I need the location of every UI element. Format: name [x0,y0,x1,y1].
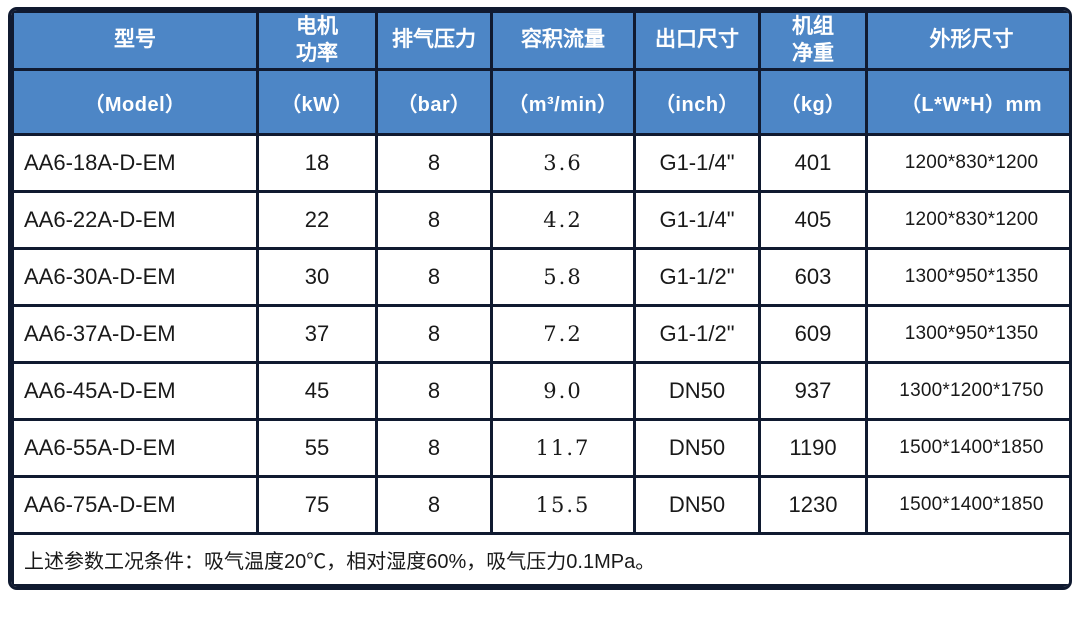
cell-flow: 7.2 [490,304,636,364]
cell-power: 22 [256,190,378,250]
col-unit-pressure: （bar） [375,68,493,136]
cell-dimensions: 1300*950*1350 [865,304,1069,364]
cell-pressure: 8 [375,475,493,535]
cell-flow: 9.0 [490,361,636,421]
table-row: AA6-30A-D-EM 30 8 5.8 G1-1/2" 603 1300*9… [11,247,1069,307]
cell-flow: 4.2 [490,190,636,250]
cell-dimensions: 1200*830*1200 [865,133,1069,193]
table-row: AA6-18A-D-EM 18 8 3.6 G1-1/4" 401 1200*8… [11,133,1069,193]
cell-outlet: G1-1/2" [633,304,761,364]
cell-dimensions: 1500*1400*1850 [865,418,1069,478]
cell-weight: 603 [758,247,868,307]
col-unit-weight: （kg） [758,68,868,136]
col-header-pressure: 排气压力 [375,10,493,71]
col-unit-flow: （m³/min） [490,68,636,136]
cell-model: AA6-55A-D-EM [11,418,259,478]
header-label-row: 型号 电机 功率 排气压力 容积流量 出口尺寸 机组 净重 外形尺寸 [11,10,1069,71]
col-header-outlet: 出口尺寸 [633,10,761,71]
cell-flow: 5.8 [490,247,636,307]
table-row: AA6-45A-D-EM 45 8 9.0 DN50 937 1300*1200… [11,361,1069,421]
cell-model: AA6-45A-D-EM [11,361,259,421]
table-footer: 上述参数工况条件：吸气温度20℃，相对湿度60%，吸气压力0.1MPa。 [11,532,1069,587]
cell-flow: 15.5 [490,475,636,535]
cell-pressure: 8 [375,418,493,478]
spec-table: 型号 电机 功率 排气压力 容积流量 出口尺寸 机组 净重 外形尺寸 （Mode… [11,10,1069,587]
compressor-spec-table: 型号 电机 功率 排气压力 容积流量 出口尺寸 机组 净重 外形尺寸 （Mode… [8,7,1072,590]
header-unit-row: （Model） （kW） （bar） （m³/min） （inch） （kg） … [11,68,1069,136]
cell-outlet: G1-1/2" [633,247,761,307]
cell-weight: 1190 [758,418,868,478]
cell-outlet: DN50 [633,475,761,535]
operating-conditions-note: 上述参数工况条件：吸气温度20℃，相对湿度60%，吸气压力0.1MPa。 [11,532,1069,587]
cell-model: AA6-30A-D-EM [11,247,259,307]
cell-pressure: 8 [375,190,493,250]
cell-outlet: G1-1/4" [633,190,761,250]
cell-model: AA6-37A-D-EM [11,304,259,364]
cell-outlet: DN50 [633,361,761,421]
cell-dimensions: 1500*1400*1850 [865,475,1069,535]
col-header-flow: 容积流量 [490,10,636,71]
table-header: 型号 电机 功率 排气压力 容积流量 出口尺寸 机组 净重 外形尺寸 （Mode… [11,10,1069,136]
cell-dimensions: 1200*830*1200 [865,190,1069,250]
table-body: AA6-18A-D-EM 18 8 3.6 G1-1/4" 401 1200*8… [11,133,1069,535]
cell-weight: 609 [758,304,868,364]
table-row: AA6-22A-D-EM 22 8 4.2 G1-1/4" 405 1200*8… [11,190,1069,250]
col-header-weight: 机组 净重 [758,10,868,71]
cell-pressure: 8 [375,133,493,193]
col-header-model: 型号 [11,10,259,71]
table-row: AA6-37A-D-EM 37 8 7.2 G1-1/2" 609 1300*9… [11,304,1069,364]
table-row: AA6-75A-D-EM 75 8 15.5 DN50 1230 1500*14… [11,475,1069,535]
cell-outlet: DN50 [633,418,761,478]
col-header-dimensions: 外形尺寸 [865,10,1069,71]
cell-model: AA6-75A-D-EM [11,475,259,535]
cell-pressure: 8 [375,304,493,364]
cell-power: 18 [256,133,378,193]
cell-power: 30 [256,247,378,307]
col-unit-model: （Model） [11,68,259,136]
col-header-power: 电机 功率 [256,10,378,71]
cell-model: AA6-18A-D-EM [11,133,259,193]
cell-dimensions: 1300*1200*1750 [865,361,1069,421]
cell-power: 55 [256,418,378,478]
cell-flow: 3.6 [490,133,636,193]
cell-model: AA6-22A-D-EM [11,190,259,250]
table-row: AA6-55A-D-EM 55 8 11.7 DN50 1190 1500*14… [11,418,1069,478]
cell-dimensions: 1300*950*1350 [865,247,1069,307]
cell-pressure: 8 [375,361,493,421]
cell-pressure: 8 [375,247,493,307]
col-unit-power: （kW） [256,68,378,136]
cell-weight: 405 [758,190,868,250]
cell-power: 37 [256,304,378,364]
cell-power: 75 [256,475,378,535]
cell-power: 45 [256,361,378,421]
col-unit-outlet: （inch） [633,68,761,136]
cell-flow: 11.7 [490,418,636,478]
cell-weight: 1230 [758,475,868,535]
cell-weight: 401 [758,133,868,193]
footnote-row: 上述参数工况条件：吸气温度20℃，相对湿度60%，吸气压力0.1MPa。 [11,532,1069,587]
cell-outlet: G1-1/4" [633,133,761,193]
cell-weight: 937 [758,361,868,421]
col-unit-dimensions: （L*W*H）mm [865,68,1069,136]
